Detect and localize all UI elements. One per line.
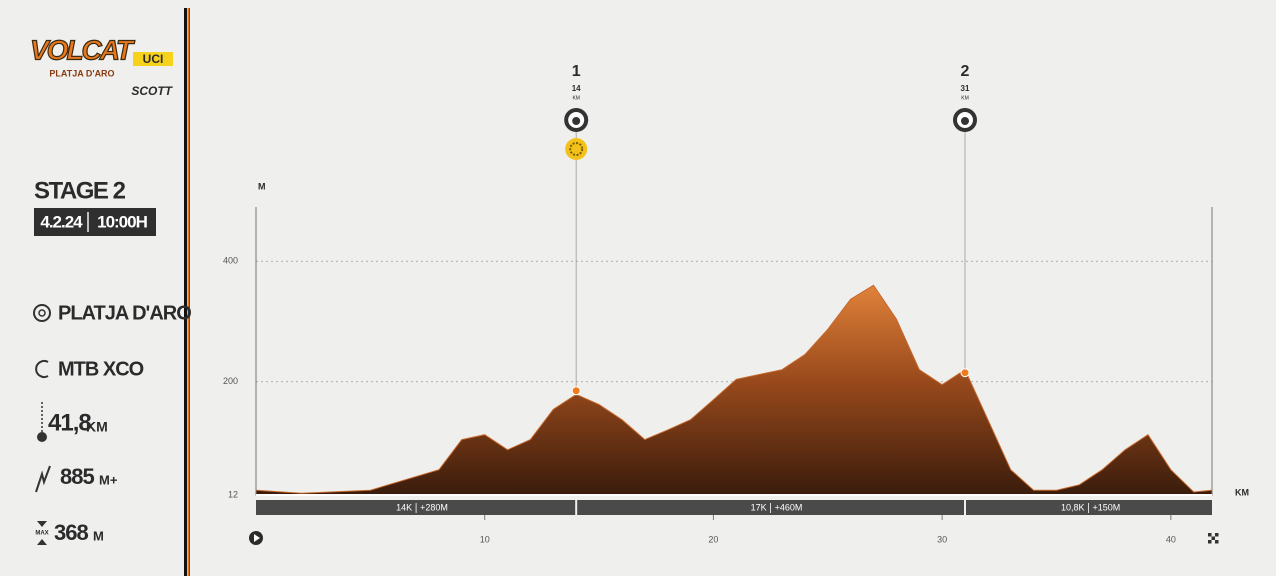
y-tick-label: 12 — [228, 489, 238, 499]
divider — [184, 8, 187, 576]
date-box — [34, 208, 156, 236]
logo-badge-box — [133, 52, 173, 66]
checkpoint-dot — [571, 386, 581, 396]
start-icon — [254, 534, 260, 542]
logo-place: PLATJA D'ARO — [49, 68, 114, 78]
time: 10:00H — [97, 212, 147, 231]
checkpoint-number: 2 — [961, 63, 970, 80]
feed-icon — [572, 117, 581, 125]
finish-icon — [1211, 536, 1215, 540]
location: PLATJA D'ARO — [58, 302, 191, 324]
max-label: MAX — [35, 531, 48, 537]
distance-value: 41,8 — [48, 409, 91, 436]
segment-distance: 14K — [396, 502, 412, 512]
discipline: MTB XCO — [58, 358, 144, 380]
checkpoint-km: 14 — [572, 84, 581, 93]
x-tick-label: 30 — [937, 534, 947, 544]
x-axis-label: KM — [1235, 487, 1249, 497]
tech-icon — [569, 142, 584, 156]
checkpoint-km: 31 — [961, 84, 970, 93]
tech-icon — [565, 138, 588, 160]
location-icon — [38, 309, 46, 317]
checkpoint-unit: KM — [572, 95, 580, 101]
climb-value: 885 — [60, 464, 94, 489]
date: 4.2.24 — [40, 212, 83, 231]
logo-badge: UCI — [143, 52, 164, 66]
loop-icon — [35, 360, 49, 378]
finish-icon — [1215, 533, 1219, 537]
climb-icon — [35, 465, 51, 493]
x-tick-label: 10 — [480, 534, 490, 544]
divider — [188, 8, 190, 576]
y-tick-label: 200 — [223, 376, 238, 386]
feed-icon — [960, 117, 969, 125]
segment-gain: +150M — [1092, 502, 1120, 512]
checkpoint-unit: KM — [961, 95, 969, 101]
logo-sponsor: SCOTT — [131, 84, 173, 98]
segment-distance: 17K — [751, 502, 767, 512]
segment-bar — [256, 500, 1212, 515]
y-tick-label: 400 — [223, 256, 238, 266]
max-icon — [37, 521, 47, 545]
x-tick-label: 20 — [708, 534, 718, 544]
finish-icon — [1208, 540, 1212, 544]
max-value: 368 — [54, 520, 88, 545]
segment-gain: +280M — [420, 502, 448, 512]
stage: STAGE 2 — [34, 177, 126, 204]
finish-icon — [1215, 540, 1219, 544]
elevation-area — [255, 284, 1213, 496]
distance-icon — [37, 432, 47, 442]
y-axis-label: M — [258, 181, 266, 191]
checkpoint-dot — [960, 368, 970, 378]
segment-distance: 10,8K — [1061, 502, 1085, 512]
climb-unit: M+ — [99, 472, 118, 487]
segment-gain: +460M — [775, 502, 803, 512]
x-tick-label: 40 — [1166, 534, 1176, 544]
location-icon — [33, 304, 51, 322]
divider — [187, 8, 189, 576]
max-unit: M — [93, 528, 104, 543]
finish-icon — [1208, 533, 1212, 537]
logo-name: VOLCAT — [30, 34, 136, 65]
distance-unit: KM — [86, 419, 108, 435]
checkpoint-number: 1 — [572, 63, 581, 80]
